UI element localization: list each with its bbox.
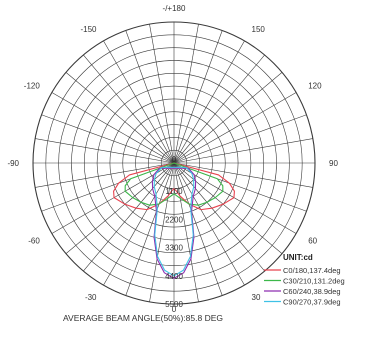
grid-spoke xyxy=(83,54,175,164)
grid-spoke xyxy=(173,162,223,296)
grid-spoke xyxy=(173,162,283,254)
center-label: 0 xyxy=(172,155,177,164)
grid-spoke xyxy=(103,40,175,164)
angle-label: 120 xyxy=(308,82,322,91)
grid-spoke xyxy=(173,162,245,286)
angle-label: -60 xyxy=(28,237,40,246)
series-curve-1 xyxy=(113,162,235,211)
grid-spoke xyxy=(173,162,199,302)
angle-label: -/+180 xyxy=(163,4,186,13)
radial-tick-label: 4400 xyxy=(165,272,183,281)
grid-spoke xyxy=(41,114,175,164)
series-curve-4 xyxy=(153,166,195,277)
series-curve-3 xyxy=(151,167,197,279)
grid-spoke xyxy=(173,54,265,164)
angle-label: 30 xyxy=(252,293,261,302)
legend: UNIT:cd C0/180,137.4degC30/210,131.2degC… xyxy=(264,253,345,307)
grid-spoke xyxy=(125,162,175,296)
grid-spoke xyxy=(173,92,297,164)
grid-spoke xyxy=(173,40,245,164)
legend-entry: C60/240,38.9deg xyxy=(283,287,341,296)
grid-spoke xyxy=(51,92,175,164)
grid-spoke xyxy=(173,30,223,164)
grid-spoke xyxy=(173,138,313,164)
grid-spoke xyxy=(173,24,199,164)
unit-label: UNIT:cd xyxy=(283,253,313,262)
grid-spoke xyxy=(35,162,175,188)
grid-spoke xyxy=(149,24,175,164)
radial-tick-label: 2200 xyxy=(165,215,183,224)
angle-label: -30 xyxy=(85,293,97,302)
radial-tick-label: 5500 xyxy=(165,300,183,309)
beam-angle-footer: AVERAGE BEAM ANGLE(50%):85.8 DEG xyxy=(63,313,223,323)
grid-spoke xyxy=(149,162,175,302)
angle-label: 0 xyxy=(172,305,177,314)
angle-label: 150 xyxy=(252,25,266,34)
radial-tick-label: 1100 xyxy=(165,187,183,196)
grid-spoke xyxy=(65,162,175,254)
angle-label: -150 xyxy=(80,25,97,34)
polar-grid xyxy=(32,21,316,305)
angle-label: 90 xyxy=(329,159,338,168)
grid-spoke xyxy=(125,30,175,164)
radial-tick-label: 3300 xyxy=(165,244,183,253)
series-curve-2 xyxy=(124,162,224,206)
grid-spoke xyxy=(35,138,175,164)
angle-label: -120 xyxy=(24,82,41,91)
series-curves xyxy=(113,162,235,279)
grid-spoke xyxy=(173,114,307,164)
angle-label: 60 xyxy=(308,237,317,246)
legend-entry: C30/210,131.2deg xyxy=(283,277,345,286)
grid-spoke xyxy=(103,162,175,286)
legend-entry: C90/270,37.9deg xyxy=(283,298,341,307)
grid-spoke xyxy=(173,72,283,164)
angle-label: -90 xyxy=(7,159,19,168)
axis-labels: -/+180 -150 150 -120 120 -90 90 -60 60 -30 30 0 0 110… xyxy=(7,4,338,314)
grid-spoke xyxy=(173,162,265,272)
grid-spoke xyxy=(65,72,175,164)
legend-entry: C0/180,137.4deg xyxy=(283,266,341,275)
grid-spoke xyxy=(83,162,175,272)
grid-spoke xyxy=(173,162,313,188)
